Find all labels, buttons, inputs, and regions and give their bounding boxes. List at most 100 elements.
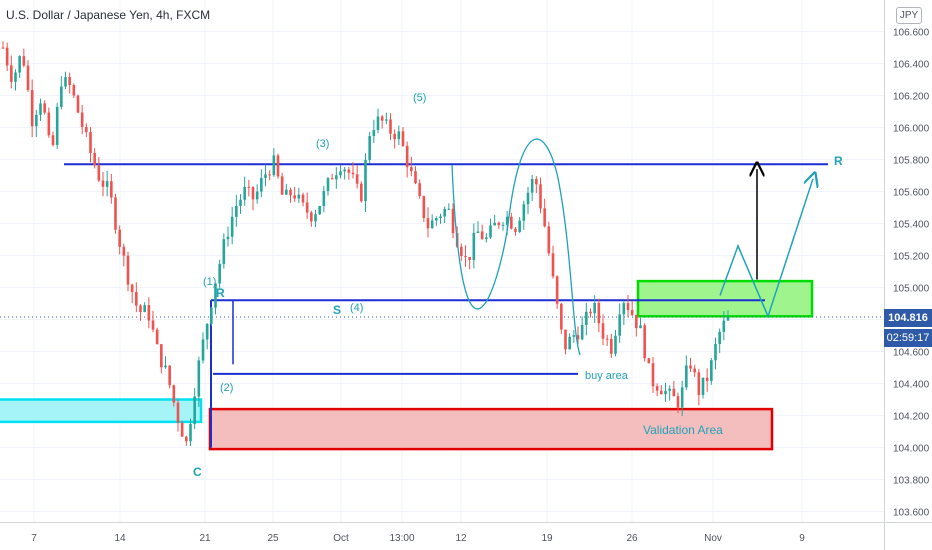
candle-body xyxy=(101,180,105,187)
candlestick xyxy=(439,213,442,224)
wave-5-label: (5) xyxy=(413,92,426,104)
candlestick xyxy=(630,300,634,317)
candlestick xyxy=(26,60,30,93)
candlestick xyxy=(580,316,584,341)
candlestick xyxy=(151,310,155,333)
candlestick xyxy=(493,214,496,226)
candlestick xyxy=(168,365,171,389)
candle-body xyxy=(393,133,396,140)
candlestick xyxy=(118,225,121,255)
candle-body xyxy=(710,360,713,381)
candlestick xyxy=(126,251,130,292)
candlestick xyxy=(251,186,255,211)
candlestick xyxy=(718,328,721,354)
candlestick xyxy=(647,358,651,364)
candle-body xyxy=(276,155,280,177)
r-lower-label: R xyxy=(216,286,225,300)
candle-body xyxy=(151,320,155,330)
candlestick xyxy=(318,205,321,215)
candle-body xyxy=(164,365,167,368)
time-tick-label: 13:00 xyxy=(389,533,414,544)
candle-body xyxy=(51,135,55,145)
candle-body xyxy=(585,311,588,325)
candle-body xyxy=(439,216,442,219)
candlestick xyxy=(239,194,242,214)
candle-body xyxy=(160,344,163,368)
candle-body xyxy=(660,390,663,395)
candle-body xyxy=(460,246,463,257)
candlestick xyxy=(155,327,159,345)
candlestick xyxy=(343,166,346,180)
candlestick xyxy=(664,382,667,402)
candle-body xyxy=(76,95,80,113)
candle-body xyxy=(605,338,609,340)
candlestick xyxy=(426,207,430,238)
candlestick xyxy=(5,42,9,72)
candle-body xyxy=(726,316,730,321)
candle-body xyxy=(247,186,251,188)
price-tick-label: 105.800 xyxy=(893,156,930,167)
candlestick xyxy=(447,203,451,210)
candlestick xyxy=(689,357,692,372)
projection-zigzag xyxy=(719,179,813,319)
candle-body xyxy=(722,320,726,332)
candlestick xyxy=(701,377,705,399)
candlestick xyxy=(355,165,359,189)
wave-4-label: (4) xyxy=(350,302,363,314)
candlestick xyxy=(226,226,230,247)
candlestick xyxy=(489,218,492,240)
candlestick xyxy=(660,385,663,395)
candlestick xyxy=(668,385,671,401)
candlestick xyxy=(605,334,609,346)
candlestick xyxy=(480,224,484,240)
candlestick xyxy=(68,72,71,94)
candle-body xyxy=(255,191,259,200)
candle-body xyxy=(339,171,342,176)
candle-body xyxy=(639,325,642,329)
candlestick xyxy=(422,195,426,223)
candle-body xyxy=(664,390,667,395)
candlestick xyxy=(589,308,592,318)
candle-body xyxy=(564,329,567,350)
validation-area-box xyxy=(208,407,774,451)
candlestick xyxy=(101,171,105,197)
candle-body xyxy=(422,196,426,219)
candlestick xyxy=(164,356,167,369)
candle-body xyxy=(701,377,705,395)
candle-body xyxy=(35,114,38,127)
price-tick-label: 105.000 xyxy=(893,284,930,295)
last-price-badge: 104.816 xyxy=(884,309,932,327)
candle-body xyxy=(326,178,330,192)
candle-body xyxy=(635,314,638,329)
candle-body xyxy=(268,174,271,176)
candlestick xyxy=(193,388,196,429)
candlestick xyxy=(172,384,176,407)
price-tick-label: 106.000 xyxy=(893,124,930,135)
candle-body xyxy=(297,194,301,199)
time-tick-label: 12 xyxy=(455,533,467,544)
currency-button[interactable]: JPY xyxy=(896,7,922,24)
candlestick xyxy=(339,165,342,179)
candle-body xyxy=(330,178,334,180)
candle-body xyxy=(285,189,288,195)
candle-body xyxy=(122,246,126,256)
candle-body xyxy=(651,363,655,387)
candlestick xyxy=(610,333,613,358)
candle-body xyxy=(401,131,405,146)
candlestick xyxy=(60,76,63,110)
candlestick xyxy=(485,233,488,243)
projection-curve xyxy=(451,138,581,356)
price-tick-label: 104.400 xyxy=(893,380,930,391)
candle-body xyxy=(47,112,51,136)
candlestick xyxy=(572,330,576,343)
candle-body xyxy=(80,112,84,127)
candlestick xyxy=(639,317,642,329)
candle-body xyxy=(30,90,34,127)
candle-body xyxy=(335,175,338,180)
candlestick xyxy=(714,337,717,370)
candlestick xyxy=(322,185,326,213)
candle-body xyxy=(155,329,159,345)
candlestick xyxy=(93,148,96,169)
